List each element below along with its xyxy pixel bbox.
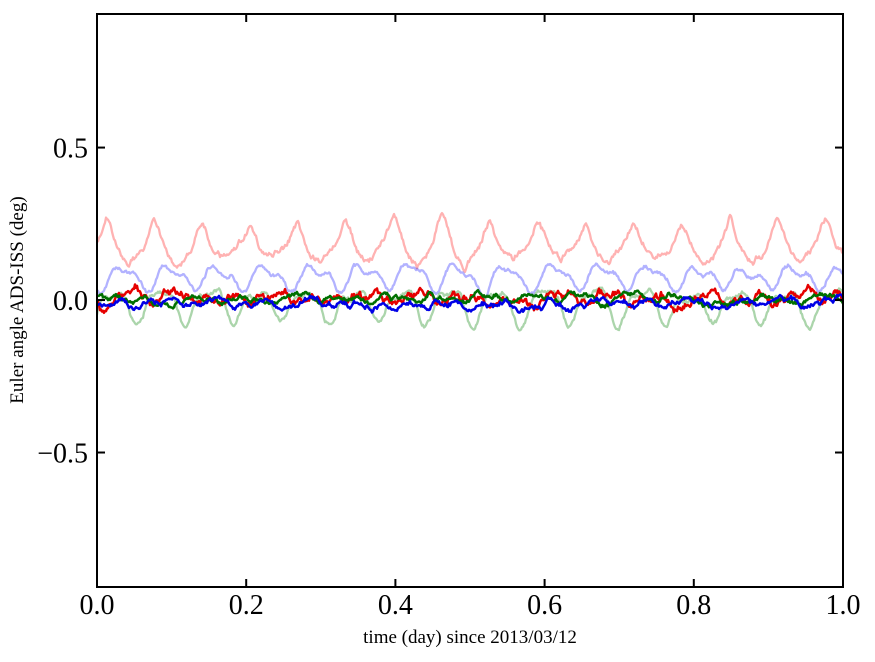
x-tick-label: 1.0 [826, 590, 861, 621]
y-tick-label: 0.0 [53, 286, 88, 317]
series-layer [97, 211, 843, 332]
series-line-blue-solid-residual [97, 293, 843, 314]
x-tick-label: 0.0 [80, 590, 115, 621]
tick-marks-layer [96, 14, 844, 587]
series-line-green-solid-residual [97, 288, 843, 310]
y-tick-label: −0.5 [37, 439, 88, 470]
x-tick-label: 0.6 [527, 590, 562, 621]
y-axis-label: Euler angle ADS-ISS (deg) [7, 196, 28, 403]
x-tick-label: 0.4 [378, 590, 413, 621]
series-line-blue-faded-oscillation [97, 262, 843, 300]
x-axis-label: time (day) since 2013/03/12 [363, 627, 577, 648]
series-line-green-faded-oscillation [97, 286, 843, 332]
tick-labels-layer: 0.0 0.2 0.4 0.6 0.8 1.0 −0.5 0.0 0.5 [37, 134, 860, 621]
series-line-red-faded-oscillation [97, 211, 843, 274]
y-tick-label: 0.5 [53, 134, 88, 165]
x-tick-label: 0.8 [676, 590, 711, 621]
x-tick-label: 0.2 [229, 590, 264, 621]
